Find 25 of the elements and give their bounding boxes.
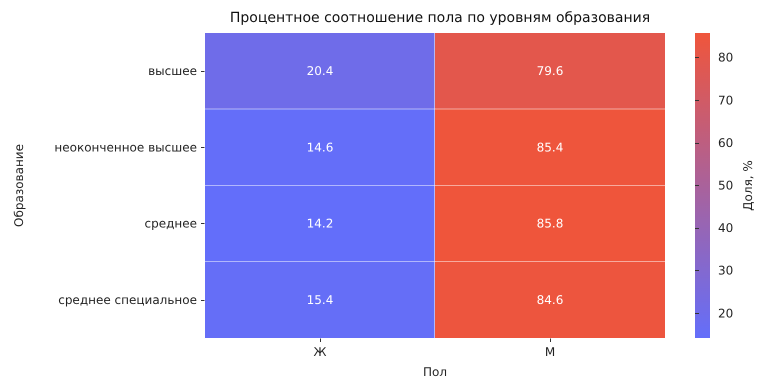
color-bar-label: 60 [718, 136, 734, 150]
x-axis-title: Пол [422, 365, 448, 379]
data-label: 84.6 [536, 292, 564, 307]
data-label: 14.6 [306, 140, 334, 154]
x-tick-label: М [544, 345, 556, 359]
color-bar-label: 20 [718, 306, 734, 320]
color-bar-label: 70 [718, 93, 734, 108]
color-bar-label: 50 [718, 178, 734, 192]
data-label: 14.2 [306, 216, 334, 231]
data-label: 20.4 [306, 64, 334, 78]
y-tick-label: высшее [148, 64, 197, 78]
y-axis-title: Образование [12, 144, 26, 227]
data-label: 85.8 [536, 216, 564, 231]
color-bar-label: 80 [718, 50, 734, 65]
data-label: 15.4 [306, 292, 334, 307]
color-bar-title: Доля, % [741, 160, 755, 211]
data-label: 85.4 [536, 140, 564, 154]
y-tick-label: среднее специальное [58, 292, 197, 307]
chart-title: Процентное соотношение пола по уровням образования [230, 10, 650, 26]
y-tick-label: среднее [144, 216, 197, 231]
x-tick-label: Ж [314, 345, 327, 359]
y-tick-label: неоконченное высшее [54, 140, 197, 154]
data-label: 79.6 [536, 64, 564, 78]
color-bar-label: 40 [718, 221, 734, 236]
color-bar-label: 30 [718, 264, 734, 278]
